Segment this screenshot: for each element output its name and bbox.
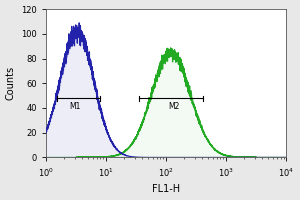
Y-axis label: Counts: Counts — [6, 66, 16, 100]
Text: M2: M2 — [169, 102, 180, 111]
Text: M1: M1 — [70, 102, 81, 111]
X-axis label: FL1-H: FL1-H — [152, 184, 180, 194]
